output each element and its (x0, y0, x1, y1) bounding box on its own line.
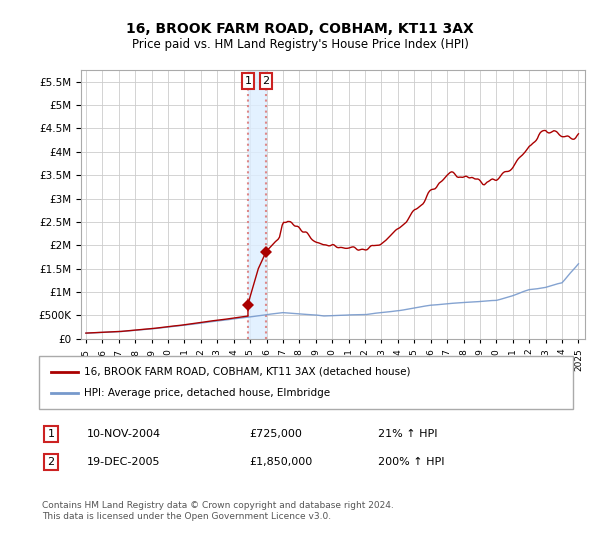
Text: 10-NOV-2004: 10-NOV-2004 (87, 429, 161, 439)
Text: Contains HM Land Registry data © Crown copyright and database right 2024.
This d: Contains HM Land Registry data © Crown c… (42, 501, 394, 521)
Bar (248, 70, 266, 339)
Text: Price paid vs. HM Land Registry's House Price Index (HPI): Price paid vs. HM Land Registry's House … (131, 38, 469, 51)
Text: 2: 2 (262, 76, 269, 86)
Text: 1: 1 (47, 429, 55, 439)
Text: 1: 1 (244, 76, 251, 86)
Text: 16, BROOK FARM ROAD, COBHAM, KT11 3AX (detached house): 16, BROOK FARM ROAD, COBHAM, KT11 3AX (d… (84, 367, 410, 377)
Text: 16, BROOK FARM ROAD, COBHAM, KT11 3AX: 16, BROOK FARM ROAD, COBHAM, KT11 3AX (126, 22, 474, 36)
Text: 200% ↑ HPI: 200% ↑ HPI (378, 457, 445, 467)
Text: 19-DEC-2005: 19-DEC-2005 (87, 457, 161, 467)
Text: 21% ↑ HPI: 21% ↑ HPI (378, 429, 437, 439)
Text: £725,000: £725,000 (249, 429, 302, 439)
Text: £1,850,000: £1,850,000 (249, 457, 312, 467)
Text: HPI: Average price, detached house, Elmbridge: HPI: Average price, detached house, Elmb… (84, 388, 330, 398)
Text: 2: 2 (47, 457, 55, 467)
